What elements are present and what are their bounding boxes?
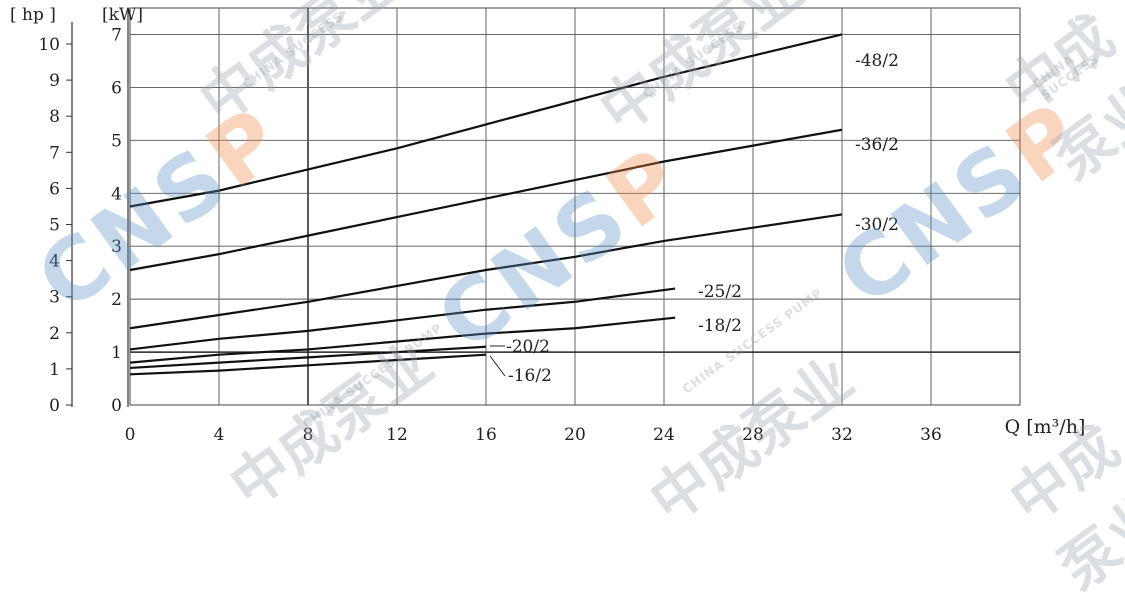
series-labels: -48/2 -36/2 -30/2 -25/2 -18/2 -20/2 -16/2 — [489, 51, 899, 386]
series-label: -48/2 — [855, 51, 899, 71]
hp-tick-label: 9 — [49, 71, 60, 91]
hp-tick-label: 2 — [49, 324, 60, 344]
grid — [129, 7, 1021, 406]
hp-tick-label: 7 — [49, 143, 60, 163]
series-label: -36/2 — [855, 135, 899, 155]
axes: 0 4 8 12 16 20 24 28 32 36 Q [m³/h]01234567[kW]012… — [10, 5, 1085, 445]
series-label: -18/2 — [698, 316, 742, 336]
kw-tick-label: 5 — [111, 131, 122, 151]
x-tick-label: 36 — [920, 425, 942, 445]
series-line-25-2 — [129, 287, 676, 351]
x-axis-label: Q [m³/h] — [1005, 416, 1086, 438]
series-line-16-2 — [129, 353, 487, 376]
kw-tick-label: 7 — [111, 25, 122, 45]
hp-tick-label: 4 — [49, 252, 60, 272]
hp-tick-label: 3 — [49, 288, 60, 308]
x-tick-label: 8 — [303, 425, 314, 445]
series-line-30-2 — [129, 213, 843, 330]
series-label: -25/2 — [698, 282, 742, 302]
power-curve-chart: 0 4 8 12 16 20 24 28 32 36 Q [m³/h]01234567[kW]012… — [10, 5, 1085, 445]
x-tick-label: 12 — [386, 425, 408, 445]
hp-axis-label: [ hp ] — [10, 5, 56, 25]
kw-tick-label: 4 — [111, 184, 122, 204]
kw-tick-label: 3 — [111, 237, 122, 257]
hp-tick-label: 1 — [49, 360, 60, 380]
hp-tick-label: 5 — [49, 216, 60, 236]
hp-tick-label: 8 — [49, 107, 60, 127]
x-tick-label: 20 — [564, 425, 586, 445]
hp-tick-label: 6 — [49, 179, 60, 199]
x-tick-label: 4 — [214, 425, 225, 445]
series-label: -16/2 — [508, 366, 552, 386]
series-group — [129, 33, 843, 376]
series-label: -20/2 — [506, 337, 550, 357]
hp-tick-label: 10 — [38, 35, 60, 55]
kw-tick-label: 2 — [111, 290, 122, 310]
x-tick-label: 24 — [653, 425, 675, 445]
series-line-20-2 — [129, 345, 487, 370]
x-tick-label: 0 — [125, 425, 136, 445]
x-tick-label: 32 — [831, 425, 853, 445]
hp-tick-label: 0 — [49, 396, 60, 416]
x-tick-label: 28 — [742, 425, 764, 445]
kw-axis-label: [kW] — [102, 5, 143, 25]
series-line-36-2 — [129, 128, 843, 272]
series-line-48-2 — [129, 33, 843, 208]
leader-line — [489, 355, 506, 377]
kw-tick-label: 0 — [111, 396, 122, 416]
series-line-18-2 — [129, 316, 676, 364]
kw-tick-label: 1 — [111, 343, 122, 363]
series-label: -30/2 — [855, 215, 899, 235]
x-tick-label: 16 — [475, 425, 497, 445]
kw-tick-label: 6 — [111, 78, 122, 98]
